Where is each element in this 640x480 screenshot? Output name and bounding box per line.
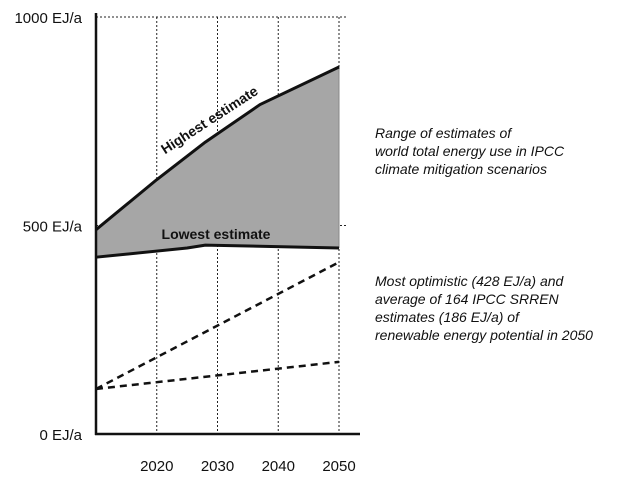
optimistic-renewable-line bbox=[95, 261, 340, 391]
x-tick-label: 2030 bbox=[201, 458, 234, 475]
annotation-line: average of 164 IPCC SRREN bbox=[375, 291, 559, 307]
annotation-line: Most optimistic (428 EJ/a) and bbox=[375, 273, 564, 289]
annotation-line: Range of estimates of bbox=[375, 125, 512, 141]
lowest-estimate-label: Lowest estimate bbox=[162, 226, 271, 242]
x-tick-label: 2050 bbox=[322, 458, 355, 475]
average-renewable-line bbox=[95, 360, 340, 391]
x-tick-label: 2040 bbox=[262, 458, 295, 475]
annotation-line: climate mitigation scenarios bbox=[375, 161, 547, 177]
x-tick-label: 2020 bbox=[140, 458, 173, 475]
highest-estimate-line bbox=[95, 65, 340, 231]
estimate-range-area bbox=[96, 67, 339, 258]
annotation-line: renewable energy potential in 2050 bbox=[375, 327, 593, 343]
y-tick-label: 0 EJ/a bbox=[39, 427, 82, 444]
annotation-line: estimates (186 EJ/a) of bbox=[375, 309, 519, 325]
annotation-line: world total energy use in IPCC bbox=[375, 143, 565, 159]
lowest-estimate-line bbox=[95, 243, 340, 259]
renewable-annotation: Most optimistic (428 EJ/a) and average o… bbox=[375, 272, 593, 344]
y-tick-label: 500 EJ/a bbox=[23, 219, 83, 236]
range-annotation: Range of estimates of world total energy… bbox=[375, 124, 564, 178]
y-tick-label: 1000 EJ/a bbox=[14, 10, 82, 27]
